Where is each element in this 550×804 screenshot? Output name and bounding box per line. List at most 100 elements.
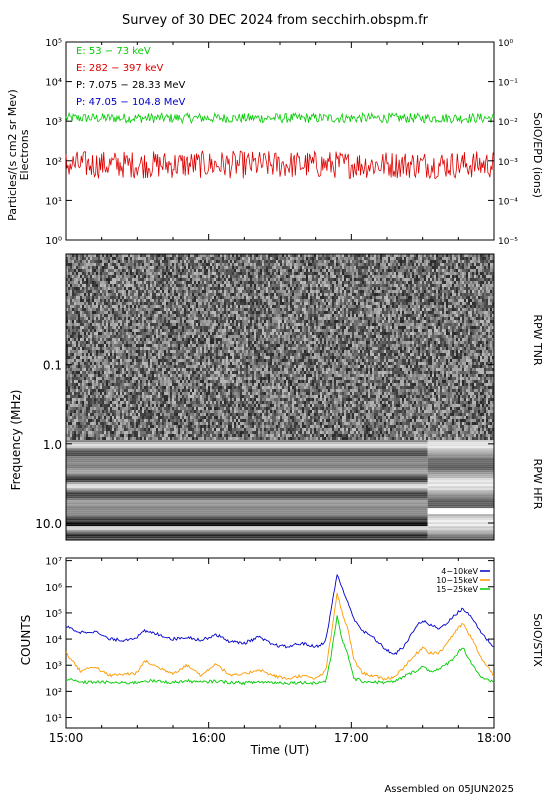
- rpw-tnr-pixel: [140, 260, 142, 263]
- rpw-tnr-pixel: [76, 410, 78, 413]
- rpw-tnr-pixel: [216, 338, 218, 341]
- rpw-tnr-pixel: [112, 284, 114, 287]
- rpw-tnr-pixel: [160, 413, 162, 416]
- rpw-tnr-pixel: [216, 311, 218, 314]
- rpw-tnr-pixel: [172, 386, 174, 389]
- rpw-tnr-pixel: [200, 275, 202, 278]
- rpw-tnr-pixel: [158, 257, 160, 260]
- rpw-tnr-pixel: [80, 380, 82, 383]
- rpw-tnr-pixel: [204, 347, 206, 350]
- rpw-tnr-pixel: [80, 365, 82, 368]
- rpw-tnr-pixel: [114, 302, 116, 305]
- rpw-tnr-pixel: [70, 356, 72, 359]
- rpw-tnr-pixel: [164, 290, 166, 293]
- rpw-tnr-pixel: [208, 302, 210, 305]
- rpw-tnr-pixel: [142, 320, 144, 323]
- rpw-tnr-pixel: [68, 281, 70, 284]
- rpw-tnr-pixel: [154, 437, 156, 440]
- rpw-tnr-pixel: [206, 410, 208, 413]
- rpw-tnr-pixel: [146, 431, 148, 434]
- rpw-tnr-pixel: [116, 323, 118, 326]
- rpw-tnr-pixel: [216, 257, 218, 260]
- rpw-tnr-pixel: [106, 344, 108, 347]
- rpw-tnr-pixel: [186, 374, 188, 377]
- rpw-tnr-pixel: [190, 419, 192, 422]
- rpw-tnr-pixel: [174, 275, 176, 278]
- rpw-tnr-pixel: [72, 269, 74, 272]
- rpw-tnr-pixel: [188, 284, 190, 287]
- rpw-tnr-pixel: [190, 422, 192, 425]
- rpw-tnr-pixel: [148, 353, 150, 356]
- rpw-tnr-pixel: [206, 308, 208, 311]
- rpw-tnr-pixel: [198, 329, 200, 332]
- rpw-tnr-pixel: [96, 383, 98, 386]
- rpw-tnr-pixel: [206, 275, 208, 278]
- rpw-tnr-pixel: [98, 356, 100, 359]
- rpw-tnr-pixel: [142, 428, 144, 431]
- rpw-tnr-pixel: [140, 416, 142, 419]
- rpw-tnr-pixel: [176, 392, 178, 395]
- rpw-tnr-pixel: [198, 299, 200, 302]
- rpw-tnr-pixel: [158, 284, 160, 287]
- rpw-tnr-pixel: [156, 359, 158, 362]
- rpw-tnr-pixel: [200, 338, 202, 341]
- rpw-tnr-pixel: [110, 257, 112, 260]
- rpw-tnr-pixel: [212, 341, 214, 344]
- rpw-tnr-pixel: [184, 266, 186, 269]
- rpw-tnr-pixel: [136, 386, 138, 389]
- rpw-tnr-pixel: [168, 371, 170, 374]
- rpw-tnr-pixel: [212, 344, 214, 347]
- rpw-tnr-pixel: [202, 383, 204, 386]
- rpw-tnr-pixel: [70, 407, 72, 410]
- rpw-tnr-pixel: [194, 362, 196, 365]
- rpw-tnr-pixel: [150, 317, 152, 320]
- rpw-tnr-pixel: [202, 293, 204, 296]
- rpw-tnr-pixel: [172, 413, 174, 416]
- rpw-tnr-pixel: [192, 404, 194, 407]
- rpw-tnr-pixel: [220, 320, 222, 323]
- rpw-tnr-pixel: [206, 419, 208, 422]
- rpw-tnr-pixel: [152, 290, 154, 293]
- rpw-tnr-pixel: [120, 308, 122, 311]
- rpw-tnr-pixel: [214, 311, 216, 314]
- rpw-tnr-pixel: [220, 353, 222, 356]
- rpw-tnr-pixel: [190, 317, 192, 320]
- rpw-tnr-pixel: [158, 299, 160, 302]
- rpw-tnr-pixel: [200, 302, 202, 305]
- rpw-tnr-pixel: [150, 281, 152, 284]
- rpw-tnr-pixel: [156, 419, 158, 422]
- rpw-tnr-pixel: [120, 350, 122, 353]
- rpw-tnr-pixel: [118, 287, 120, 290]
- rpw-tnr-pixel: [94, 311, 96, 314]
- rpw-tnr-pixel: [132, 290, 134, 293]
- rpw-tnr-pixel: [176, 269, 178, 272]
- rpw-tnr-pixel: [112, 266, 114, 269]
- rpw-tnr-pixel: [100, 353, 102, 356]
- rpw-tnr-pixel: [206, 335, 208, 338]
- rpw-tnr-pixel: [86, 353, 88, 356]
- rpw-tnr-pixel: [196, 281, 198, 284]
- rpw-tnr-pixel: [96, 371, 98, 374]
- rpw-tnr-pixel: [114, 419, 116, 422]
- rpw-tnr-pixel: [162, 332, 164, 335]
- rpw-tnr-pixel: [188, 326, 190, 329]
- rpw-tnr-pixel: [168, 383, 170, 386]
- rpw-tnr-pixel: [196, 377, 198, 380]
- rpw-tnr-pixel: [196, 365, 198, 368]
- rpw-tnr-pixel: [144, 434, 146, 437]
- rpw-tnr-pixel: [184, 389, 186, 392]
- rpw-tnr-pixel: [106, 275, 108, 278]
- rpw-tnr-pixel: [164, 413, 166, 416]
- rpw-tnr-pixel: [220, 281, 222, 284]
- rpw-tnr-pixel: [172, 326, 174, 329]
- rpw-tnr-pixel: [136, 287, 138, 290]
- rpw-tnr-pixel: [216, 263, 218, 266]
- rpw-tnr-pixel: [200, 425, 202, 428]
- rpw-tnr-pixel: [166, 302, 168, 305]
- rpw-tnr-pixel: [102, 275, 104, 278]
- rpw-tnr-pixel: [218, 320, 220, 323]
- rpw-tnr-pixel: [102, 341, 104, 344]
- rpw-tnr-pixel: [82, 314, 84, 317]
- rpw-tnr-pixel: [102, 419, 104, 422]
- rpw-tnr-pixel: [88, 428, 90, 431]
